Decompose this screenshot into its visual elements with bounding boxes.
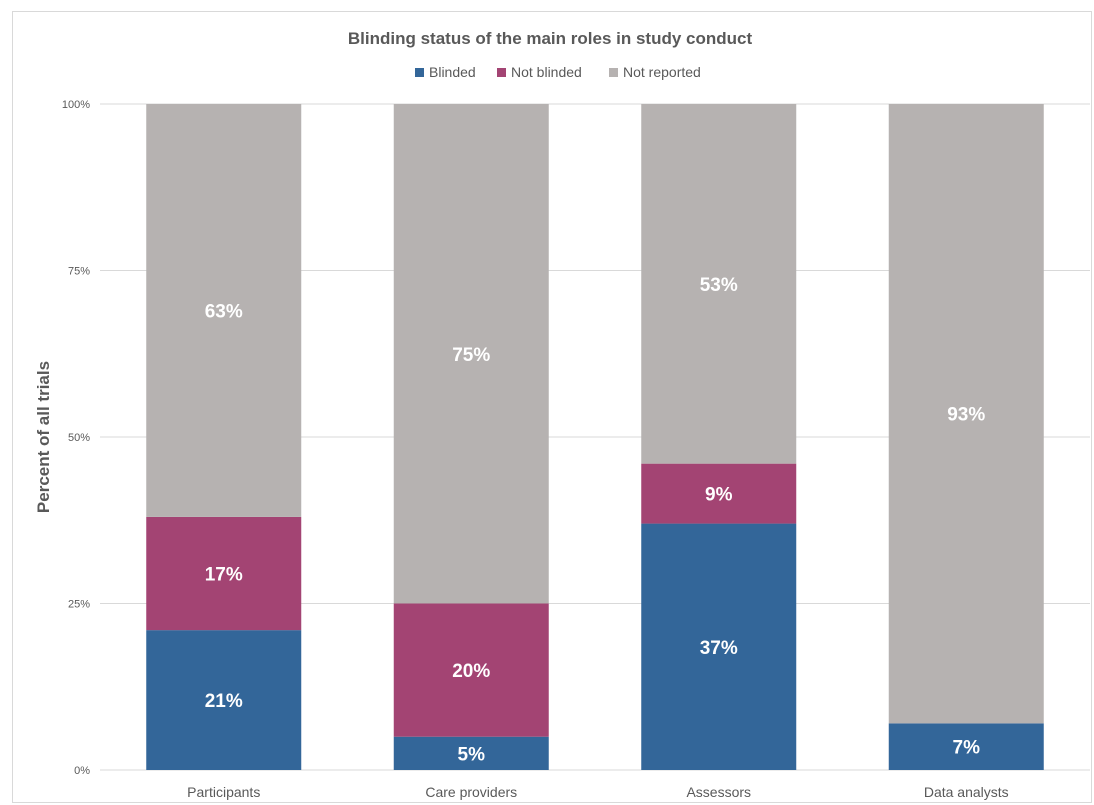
bar-segment: [393, 736, 549, 770]
x-axis-ticks: Participants Care providers Assessors Data …: [187, 784, 1008, 800]
y-tick-label: 25%: [68, 599, 90, 611]
data-label: 9%: [705, 485, 733, 506]
bar-segment: [888, 723, 1044, 770]
bar-segment: [641, 104, 797, 464]
data-label: 5%: [458, 744, 486, 765]
bar-segment: [641, 463, 797, 524]
data-label: 21%: [205, 691, 243, 712]
legend-swatch: [609, 68, 618, 77]
bar-segment: [146, 516, 302, 631]
x-tick-label: Participants: [187, 784, 260, 800]
legend-swatch: [497, 68, 506, 77]
data-label: 63%: [205, 301, 243, 322]
legend-label: Not reported: [623, 64, 701, 80]
legend-swatch: [415, 68, 424, 77]
bar-segment: [146, 630, 302, 770]
chart-frame: [12, 11, 1092, 803]
bar-segment: [393, 104, 549, 604]
data-label: 7%: [953, 738, 981, 759]
data-label: 75%: [452, 345, 490, 366]
bar-segment: [393, 603, 549, 737]
y-tick-label: 0%: [74, 765, 90, 777]
x-tick-label: Care providers: [425, 784, 517, 800]
legend: Blinded Not blinded Not reported: [415, 64, 701, 80]
data-label: 93%: [947, 405, 985, 426]
bar-segment: [146, 104, 302, 517]
legend-label: Blinded: [429, 64, 476, 80]
x-tick-label: Data analysts: [924, 784, 1009, 800]
data-label: 37%: [700, 638, 738, 659]
data-label: 20%: [452, 661, 490, 682]
bar-segment: [888, 104, 1044, 724]
chart-title: Blinding status of the main roles in stu…: [348, 29, 753, 48]
y-axis-label: Percent of all trials: [34, 361, 53, 513]
data-labels: 21% 17% 63% 5% 20% 75% 37% 9% 53% 7% 93%: [205, 275, 986, 766]
x-tick-label: Assessors: [686, 784, 751, 800]
bars: [146, 104, 1044, 770]
data-label: 53%: [700, 275, 738, 296]
bar-segment: [641, 523, 797, 770]
y-tick-label: 50%: [68, 432, 90, 444]
y-tick-label: 75%: [68, 266, 90, 278]
legend-label: Not blinded: [511, 64, 582, 80]
y-axis-ticks: 0% 25% 50% 75% 100%: [62, 99, 90, 777]
data-label: 17%: [205, 565, 243, 586]
y-tick-label: 100%: [62, 99, 90, 111]
